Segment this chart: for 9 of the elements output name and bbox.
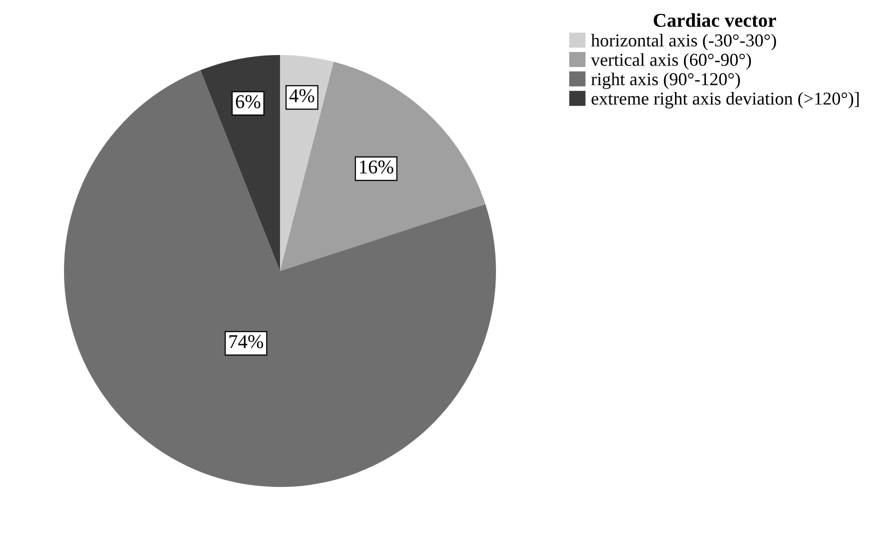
data-label: 74% — [229, 335, 264, 348]
data-label: 4% — [289, 89, 314, 102]
data-label: 16% — [360, 160, 394, 174]
legend-label: horizontal axis (-30°-30°) — [591, 34, 776, 50]
legend-title: Cardiac vector — [654, 13, 776, 27]
data-label: 6% — [236, 95, 260, 108]
legend-label: extreme right axis deviation (>120°)] — [592, 92, 859, 108]
legend-label: vertical axis (60°-90°) — [590, 53, 751, 70]
legend-label: right axis (90°-120°) — [591, 72, 740, 90]
